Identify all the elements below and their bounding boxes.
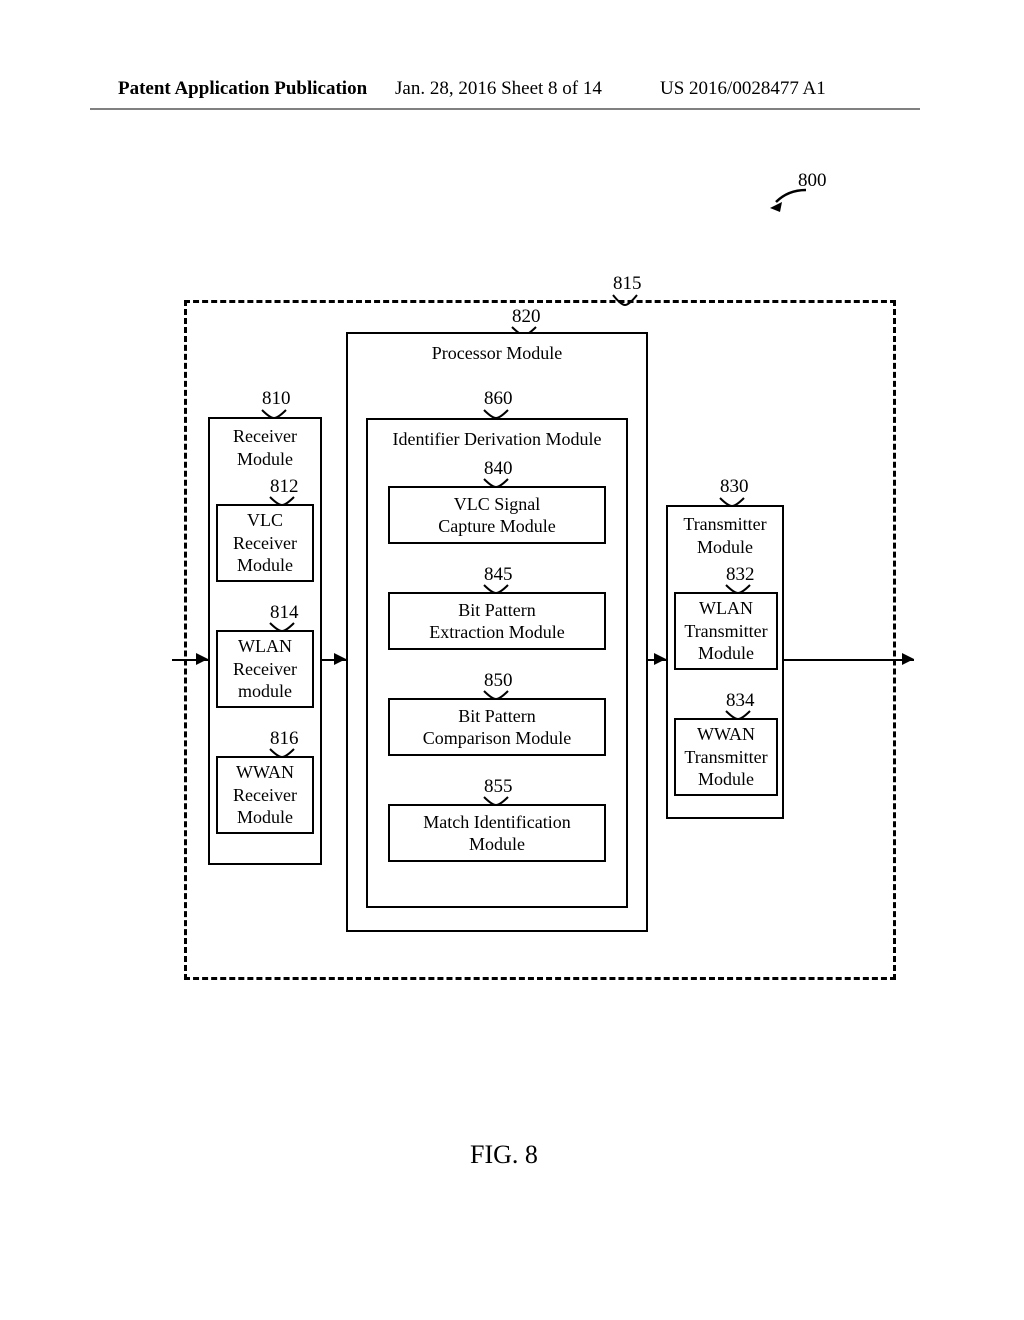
figure-area: 800 815 820 Processor Module 860 Identif… (118, 160, 898, 1120)
label-wwan-receiver: WWAN Receiver Module (229, 759, 301, 831)
label-vlc-receiver: VLC Receiver Module (229, 507, 301, 579)
box-vlc-receiver: VLC Receiver Module (216, 504, 314, 582)
box-bit-comparison: Bit Pattern Comparison Module (388, 698, 606, 756)
label-bit-comparison: Bit Pattern Comparison Module (419, 703, 576, 752)
swoosh-arrow-icon (768, 188, 808, 212)
ref-815: 815 (613, 273, 642, 295)
arrow-out-right-head-icon (902, 653, 914, 665)
label-transmitter-module: Transmitter Module (668, 511, 782, 560)
label-wlan-receiver: WLAN Receiver module (229, 633, 301, 705)
header-left: Patent Application Publication (118, 78, 367, 100)
label-bit-extraction: Bit Pattern Extraction Module (425, 597, 568, 646)
page: Patent Application Publication Jan. 28, … (0, 0, 1024, 1320)
header-center: Jan. 28, 2016 Sheet 8 of 14 (395, 78, 602, 100)
box-vlc-capture: VLC Signal Capture Module (388, 486, 606, 544)
box-wwan-transmitter: WWAN Transmitter Module (674, 718, 778, 796)
box-match-identification: Match Identification Module (388, 804, 606, 862)
arrow-out-right-line (784, 659, 914, 661)
label-vlc-capture: VLC Signal Capture Module (434, 491, 559, 540)
ref-830: 830 (720, 476, 749, 498)
arrow-proc-to-tx-head-icon (654, 653, 666, 665)
figure-caption: FIG. 8 (470, 1140, 538, 1170)
ref-810: 810 (262, 388, 291, 410)
label-processor-module: Processor Module (348, 340, 646, 367)
arrow-rx-to-proc-head-icon (334, 653, 346, 665)
box-wlan-transmitter: WLAN Transmitter Module (674, 592, 778, 670)
label-receiver-module: Receiver Module (210, 423, 320, 472)
box-bit-extraction: Bit Pattern Extraction Module (388, 592, 606, 650)
ref-860: 860 (484, 388, 513, 410)
box-wlan-receiver: WLAN Receiver module (216, 630, 314, 708)
arrow-in-left-head-icon (196, 653, 208, 665)
label-wlan-transmitter: WLAN Transmitter Module (680, 595, 771, 667)
label-match-identification: Match Identification Module (419, 809, 574, 858)
label-wwan-transmitter: WWAN Transmitter Module (680, 721, 771, 793)
label-identifier-derivation: Identifier Derivation Module (368, 426, 626, 453)
header-right: US 2016/0028477 A1 (660, 78, 826, 100)
box-wwan-receiver: WWAN Receiver Module (216, 756, 314, 834)
page-header: Patent Application Publication Jan. 28, … (0, 78, 1024, 108)
header-rule (90, 108, 920, 110)
